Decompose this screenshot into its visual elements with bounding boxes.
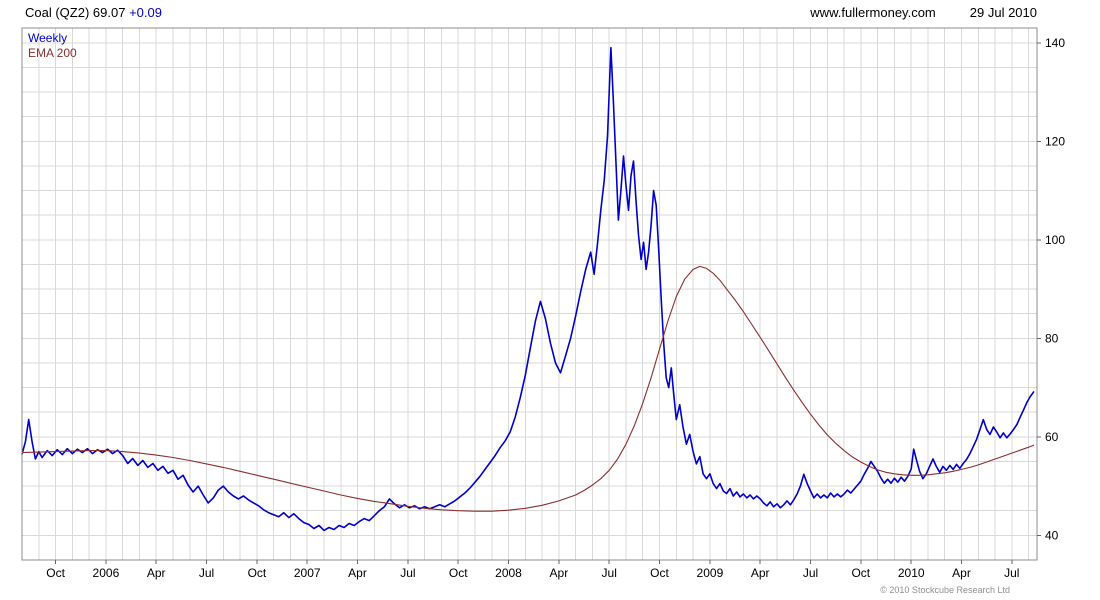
y-axis-tick-label: 40 <box>1045 528 1059 542</box>
x-axis-tick-label: Oct <box>46 566 65 580</box>
chart-date: 29 Jul 2010 <box>969 5 1037 20</box>
x-axis-tick-label: Jul <box>199 566 214 580</box>
x-axis-tick-label: 2006 <box>93 566 120 580</box>
x-axis-tick-label: Apr <box>348 566 367 580</box>
x-axis-tick-label: Jul <box>1004 566 1019 580</box>
x-axis-tick-label: Oct <box>248 566 267 580</box>
chart-header: Coal (QZ2) 69.07 +0.09 www.fullermoney.c… <box>0 5 1100 21</box>
instrument-name: Coal (QZ2) <box>25 5 90 20</box>
website-url: www.fullermoney.com <box>810 5 936 20</box>
header-right: www.fullermoney.com 29 Jul 2010 <box>810 5 1037 21</box>
legend-ema-label: EMA 200 <box>28 46 77 60</box>
x-axis-tick-label: 2008 <box>495 566 522 580</box>
x-axis-tick-label: 2010 <box>898 566 925 580</box>
x-axis-tick-label: Apr <box>550 566 569 580</box>
copyright-notice: © 2010 Stockcube Research Ltd <box>880 585 1010 595</box>
y-axis-tick-label: 80 <box>1045 331 1059 345</box>
legend-weekly-label: Weekly <box>28 31 68 45</box>
x-axis-tick-label: Oct <box>851 566 870 580</box>
chart-legend: Weekly EMA 200 <box>28 31 77 61</box>
x-axis-tick-label: Apr <box>952 566 971 580</box>
x-axis-tick-label: 2007 <box>294 566 321 580</box>
instrument-title: Coal (QZ2) 69.07 +0.09 <box>25 5 162 21</box>
x-axis-tick-label: Oct <box>449 566 468 580</box>
x-axis-tick-label: Apr <box>147 566 166 580</box>
x-axis-tick-label: 2009 <box>697 566 724 580</box>
x-axis-tick-label: Apr <box>751 566 770 580</box>
price-change: +0.09 <box>129 5 162 20</box>
last-price: 69.07 <box>92 5 126 20</box>
y-axis-tick-label: 100 <box>1045 233 1065 247</box>
x-axis-tick-label: Oct <box>650 566 669 580</box>
y-axis-tick-label: 60 <box>1045 430 1059 444</box>
x-axis-tick-label: Jul <box>602 566 617 580</box>
y-axis-tick-label: 140 <box>1045 36 1065 50</box>
x-axis-tick-label: Jul <box>803 566 818 580</box>
x-axis-tick-label: Jul <box>400 566 415 580</box>
y-axis-tick-label: 120 <box>1045 134 1065 148</box>
